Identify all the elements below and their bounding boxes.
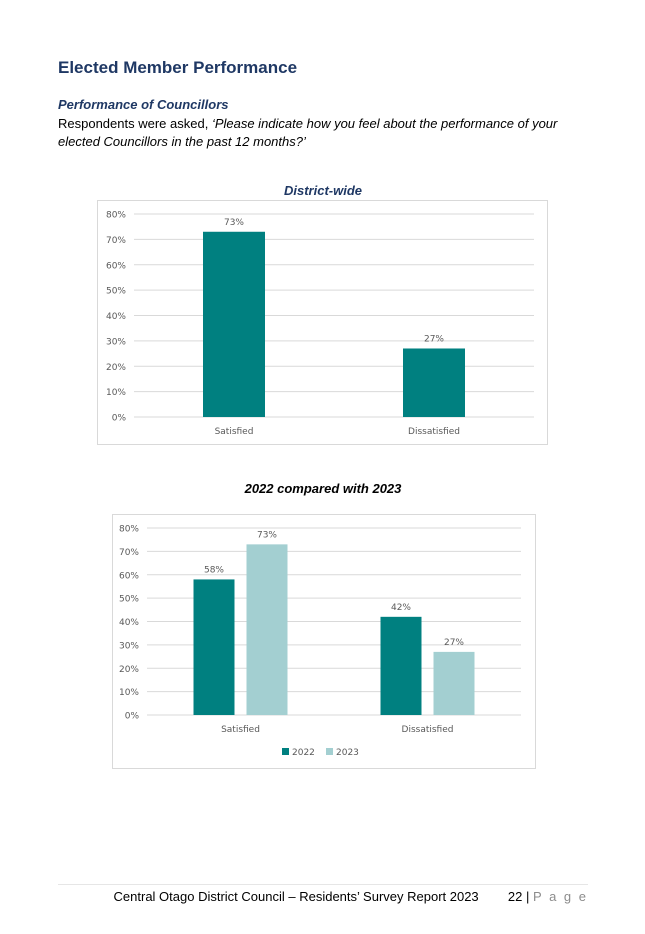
y-tick-label: 70% [119,548,139,558]
intro-lead: Respondents were asked, [58,116,212,131]
y-tick-label: 30% [119,641,139,651]
bar [203,231,265,417]
data-label: 42% [391,603,411,613]
intro-paragraph: Respondents were asked, ‘Please indicate… [58,115,578,151]
y-tick-label: 50% [106,287,126,297]
page-footer: Central Otago District Council – Residen… [58,889,588,904]
legend-swatch [282,748,289,755]
legend-label: 2022 [292,748,315,758]
data-label: 27% [444,638,464,648]
footer-page-number: 22 [507,889,523,904]
data-label: 73% [257,530,277,540]
comparison-chart-svg: 0% 10% 20% 30% 40% 50% 60% 70% 80% 58% 73% Satisfie… [119,525,521,758]
legend-swatch [326,748,333,755]
y-tick-label: 10% [119,688,139,698]
y-tick-label: 80% [106,211,126,221]
legend-label: 2023 [336,748,359,758]
x-category-label: Dissatisfied [408,427,460,437]
bar [403,348,465,417]
data-label: 73% [224,218,244,228]
bar [193,579,235,715]
y-tick-label: 50% [119,595,139,605]
x-category-label: Satisfied [221,725,260,735]
y-tick-label: 20% [106,363,126,373]
y-tick-label: 0% [125,712,140,722]
data-label: 58% [204,565,224,575]
footer-page-word: P a g e [533,889,588,904]
y-tick-label: 30% [106,337,126,347]
y-tick-label: 60% [106,261,126,271]
survey-question: ‘Please indicate how you feel about the … [58,116,558,149]
footer-divider [58,884,588,885]
section-subheading: Performance of Councillors [58,97,229,112]
bar [433,651,475,715]
data-label: 27% [424,334,444,344]
footer-separator: | [526,889,530,904]
x-category-label: Satisfied [215,427,254,437]
comparison-chart: 0% 10% 20% 30% 40% 50% 60% 70% 80% 58% 73% Satisfie… [112,514,536,769]
bar [246,544,288,715]
district-wide-chart: 0% 10% 20% 30% 40% 50% 60% 70% 80% 73% Satisfied 27… [97,200,548,445]
y-tick-label: 40% [119,618,139,628]
y-tick-label: 40% [106,312,126,322]
y-tick-label: 10% [106,388,126,398]
y-tick-label: 20% [119,665,139,675]
x-category-label: Dissatisfied [402,725,454,735]
chart-title-district-wide: District-wide [283,183,362,198]
bar [380,616,422,715]
chart-title-comparison: 2022 compared with 2023 [244,481,402,496]
y-tick-label: 80% [119,525,139,535]
footer-report-title: Central Otago District Council – Residen… [113,889,479,904]
y-tick-label: 60% [119,571,139,581]
y-tick-label: 0% [112,414,127,424]
y-tick-label: 70% [106,236,126,246]
page-heading: Elected Member Performance [58,58,298,77]
district-wide-chart-svg: 0% 10% 20% 30% 40% 50% 60% 70% 80% 73% Satisfied 27… [106,211,534,437]
